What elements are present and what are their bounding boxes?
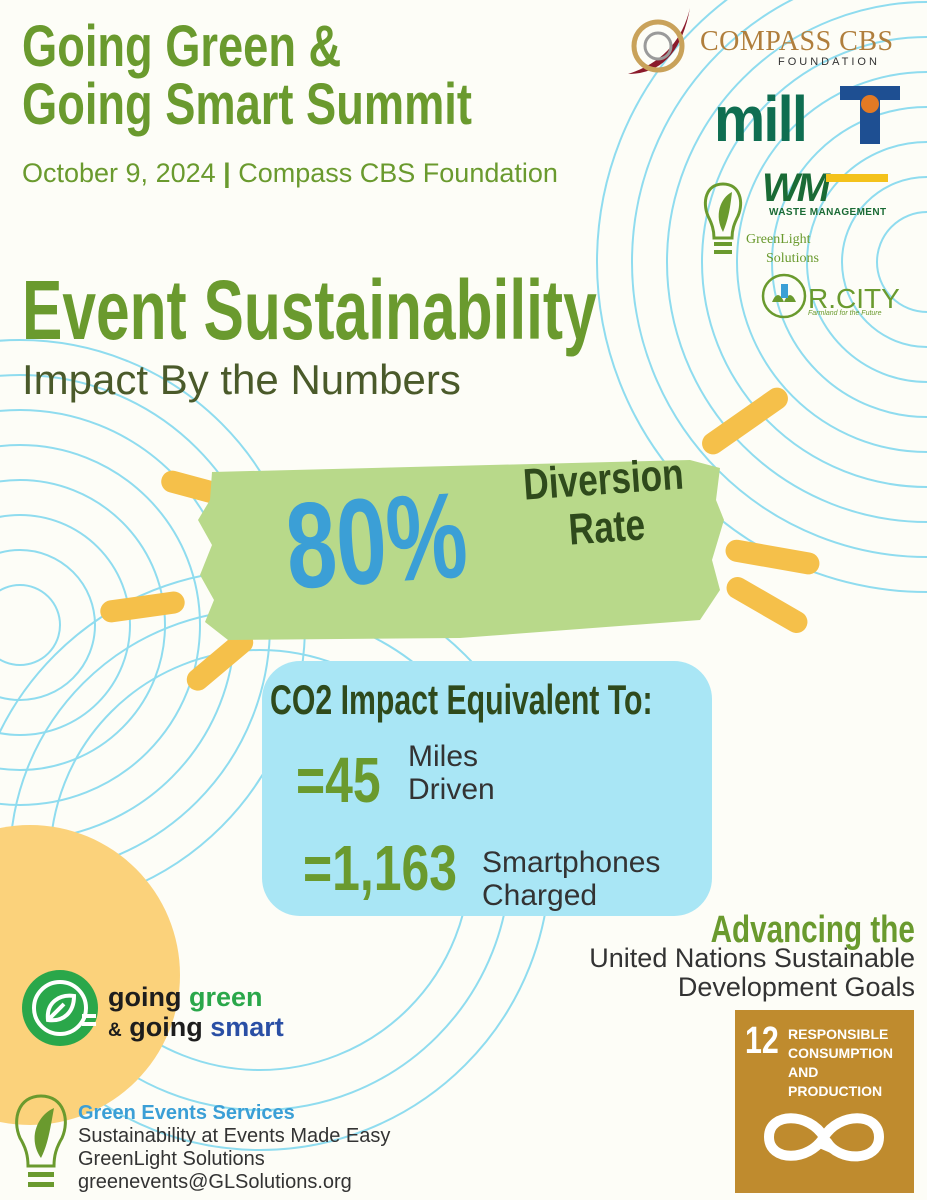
co2-smartphones-label: Smartphones Charged xyxy=(482,846,660,912)
summit-title-line2: Going Smart Summit xyxy=(22,72,472,137)
summit-title: Going Green & Going Smart Summit xyxy=(22,18,472,134)
co2-miles-label-line1: Miles xyxy=(408,740,479,773)
advancing-title: Advancing the xyxy=(710,909,915,951)
brand-green: green xyxy=(189,982,263,1012)
greenlight-line2: Solutions xyxy=(766,251,819,266)
wm-logo-stripe xyxy=(826,174,888,182)
co2-smartphones-label-line1: Smartphones xyxy=(482,846,661,879)
brand-going-1: going xyxy=(108,982,182,1012)
lightbulb-leaf-icon xyxy=(15,1094,67,1187)
co2-miles-label-line2: Driven xyxy=(408,773,495,806)
brand-going-2: going xyxy=(129,1012,203,1042)
advancing-line1: United Nations Sustainable xyxy=(589,943,915,973)
compass-logo-subtext: FOUNDATION xyxy=(778,56,880,68)
diversion-value: 80% xyxy=(281,466,472,615)
rcity-logo-text: R.CITY xyxy=(808,283,900,314)
going-green-logo-text: going green & going smart xyxy=(108,982,284,1046)
sdg-title-line1: RESPONSIBLE xyxy=(788,1026,889,1042)
summit-organizer: Compass CBS Foundation xyxy=(238,158,558,188)
separator: | xyxy=(223,158,231,188)
co2-title: CO2 Impact Equivalent To: xyxy=(270,676,653,723)
infinity-icon xyxy=(763,1113,885,1162)
mill-logo-icon xyxy=(840,86,900,144)
sdg-title-line3: AND PRODUCTION xyxy=(788,1064,883,1099)
co2-smartphones-value: =1,163 xyxy=(303,832,458,904)
co2-miles-value: =45 xyxy=(296,744,381,816)
compass-logo-icon xyxy=(628,8,690,74)
rcity-logo-tagline: Farmland for the Future xyxy=(808,310,882,317)
concentric-circles-right xyxy=(596,0,927,593)
sustainability-subtitle: Impact By the Numbers xyxy=(22,356,461,403)
advancing-line2: Development Goals xyxy=(677,972,915,1002)
sdg-number: 12 xyxy=(745,1020,779,1062)
green-events-services: Green Events Services Sustainability at … xyxy=(78,1102,390,1194)
sustainability-title: Event Sustainability xyxy=(22,263,597,357)
co2-miles-label: Miles Driven xyxy=(408,740,495,806)
sdg-12-tile: 12 RESPONSIBLE CONSUMPTION AND PRODUCTIO… xyxy=(735,1010,914,1193)
greenlight-logo-text: GreenLight Solutions xyxy=(746,230,819,268)
services-tagline: Sustainability at Events Made Easy xyxy=(78,1125,391,1147)
summit-date: October 9, 2024 xyxy=(22,158,216,188)
going-green-logo-icon xyxy=(22,970,98,1046)
mill-logo-text: mill xyxy=(714,83,808,155)
greenlight-line1: GreenLight xyxy=(746,232,811,247)
rcity-logo-icon xyxy=(761,273,807,319)
co2-panel xyxy=(262,661,712,916)
wm-logo: WM xyxy=(762,166,830,210)
sdg-title-line2: CONSUMPTION xyxy=(788,1045,893,1061)
brand-smart: smart xyxy=(210,1012,284,1042)
brand-amp: & xyxy=(108,1020,122,1041)
compass-logo-text: COMPASS CBS xyxy=(700,26,894,57)
services-title: Green Events Services xyxy=(78,1102,295,1124)
wm-logo-subtext: WASTE MANAGEMENT xyxy=(769,207,887,218)
services-email-link[interactable]: greenevents@GLSolutions.org xyxy=(78,1171,352,1193)
greenlight-bulb-icon xyxy=(703,182,743,254)
services-company: GreenLight Solutions xyxy=(78,1148,265,1170)
summit-title-line1: Going Green & xyxy=(22,14,342,79)
sun-circle xyxy=(0,825,180,1125)
sdg-title: RESPONSIBLE CONSUMPTION AND PRODUCTION xyxy=(788,1025,913,1101)
brush-stroke xyxy=(198,460,724,640)
co2-smartphones-label-line2: Charged xyxy=(482,879,598,912)
advancing-text: United Nations Sustainable Development G… xyxy=(495,944,915,1002)
summit-date-line: October 9, 2024 | Compass CBS Foundation xyxy=(22,158,558,189)
diversion-label: Diversion Rate xyxy=(518,450,692,557)
